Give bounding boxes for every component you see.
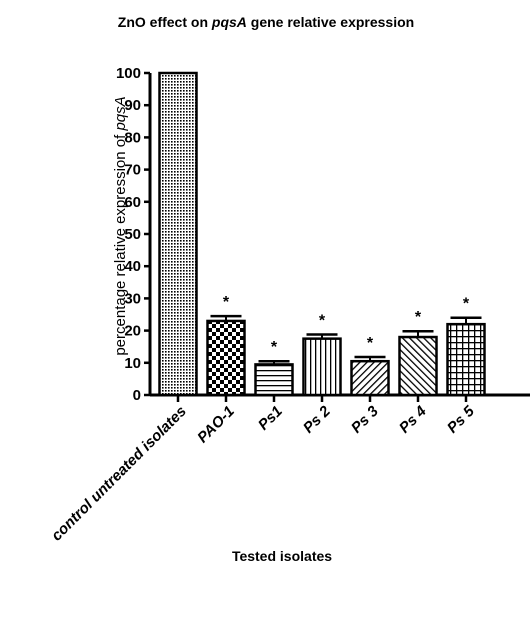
y-tick-label: 80 [124, 129, 141, 146]
x-tick-label: control untreated isolates [48, 403, 190, 545]
y-tick-label: 20 [124, 323, 141, 340]
y-tick-label: 0 [133, 387, 141, 404]
significance-marker: * [319, 312, 326, 329]
y-tick-label: 10 [124, 355, 141, 372]
ylabel-part-1: pqsA [112, 96, 129, 131]
ylabel-part-0: percentage relative expression of [112, 131, 129, 356]
bars [158, 71, 486, 397]
y-tick-label: 60 [124, 194, 141, 211]
y-tick-label: 70 [124, 162, 141, 179]
bar [254, 363, 294, 397]
x-tick-label: PAO-1 [194, 403, 238, 447]
x-tick-label: Ps1 [255, 403, 286, 434]
y-tick-label: 100 [116, 65, 141, 82]
bar [158, 71, 198, 397]
significance-marker: * [415, 309, 422, 326]
significance-marker: * [271, 339, 278, 356]
title-part-0: ZnO effect on [118, 14, 212, 30]
y-tick-label: 40 [124, 258, 141, 275]
bar [446, 322, 486, 397]
y-axis-label: percentage relative expression of pqsA [112, 96, 129, 355]
x-tick-label: Ps 5 [444, 402, 478, 436]
chart-title: ZnO effect on pqsA gene relative express… [118, 14, 414, 30]
y-tick-label: 50 [124, 226, 141, 243]
x-tick-label: Ps 4 [396, 402, 430, 436]
bar [350, 359, 390, 397]
x-tick-label: Ps 2 [300, 402, 334, 436]
x-tick-label: Ps 3 [348, 402, 382, 436]
bar [206, 319, 246, 397]
bar [302, 337, 342, 397]
y-tick-label: 90 [124, 97, 141, 114]
significance-marker: * [223, 294, 230, 311]
title-part-1: pqsA [211, 14, 247, 30]
significance-marker: * [463, 296, 470, 313]
y-tick-label: 30 [124, 290, 141, 307]
significance-marker: * [367, 335, 374, 352]
title-part-2: gene relative expression [247, 14, 414, 30]
x-axis-label: Tested isolates [232, 548, 332, 564]
bar [398, 335, 438, 397]
